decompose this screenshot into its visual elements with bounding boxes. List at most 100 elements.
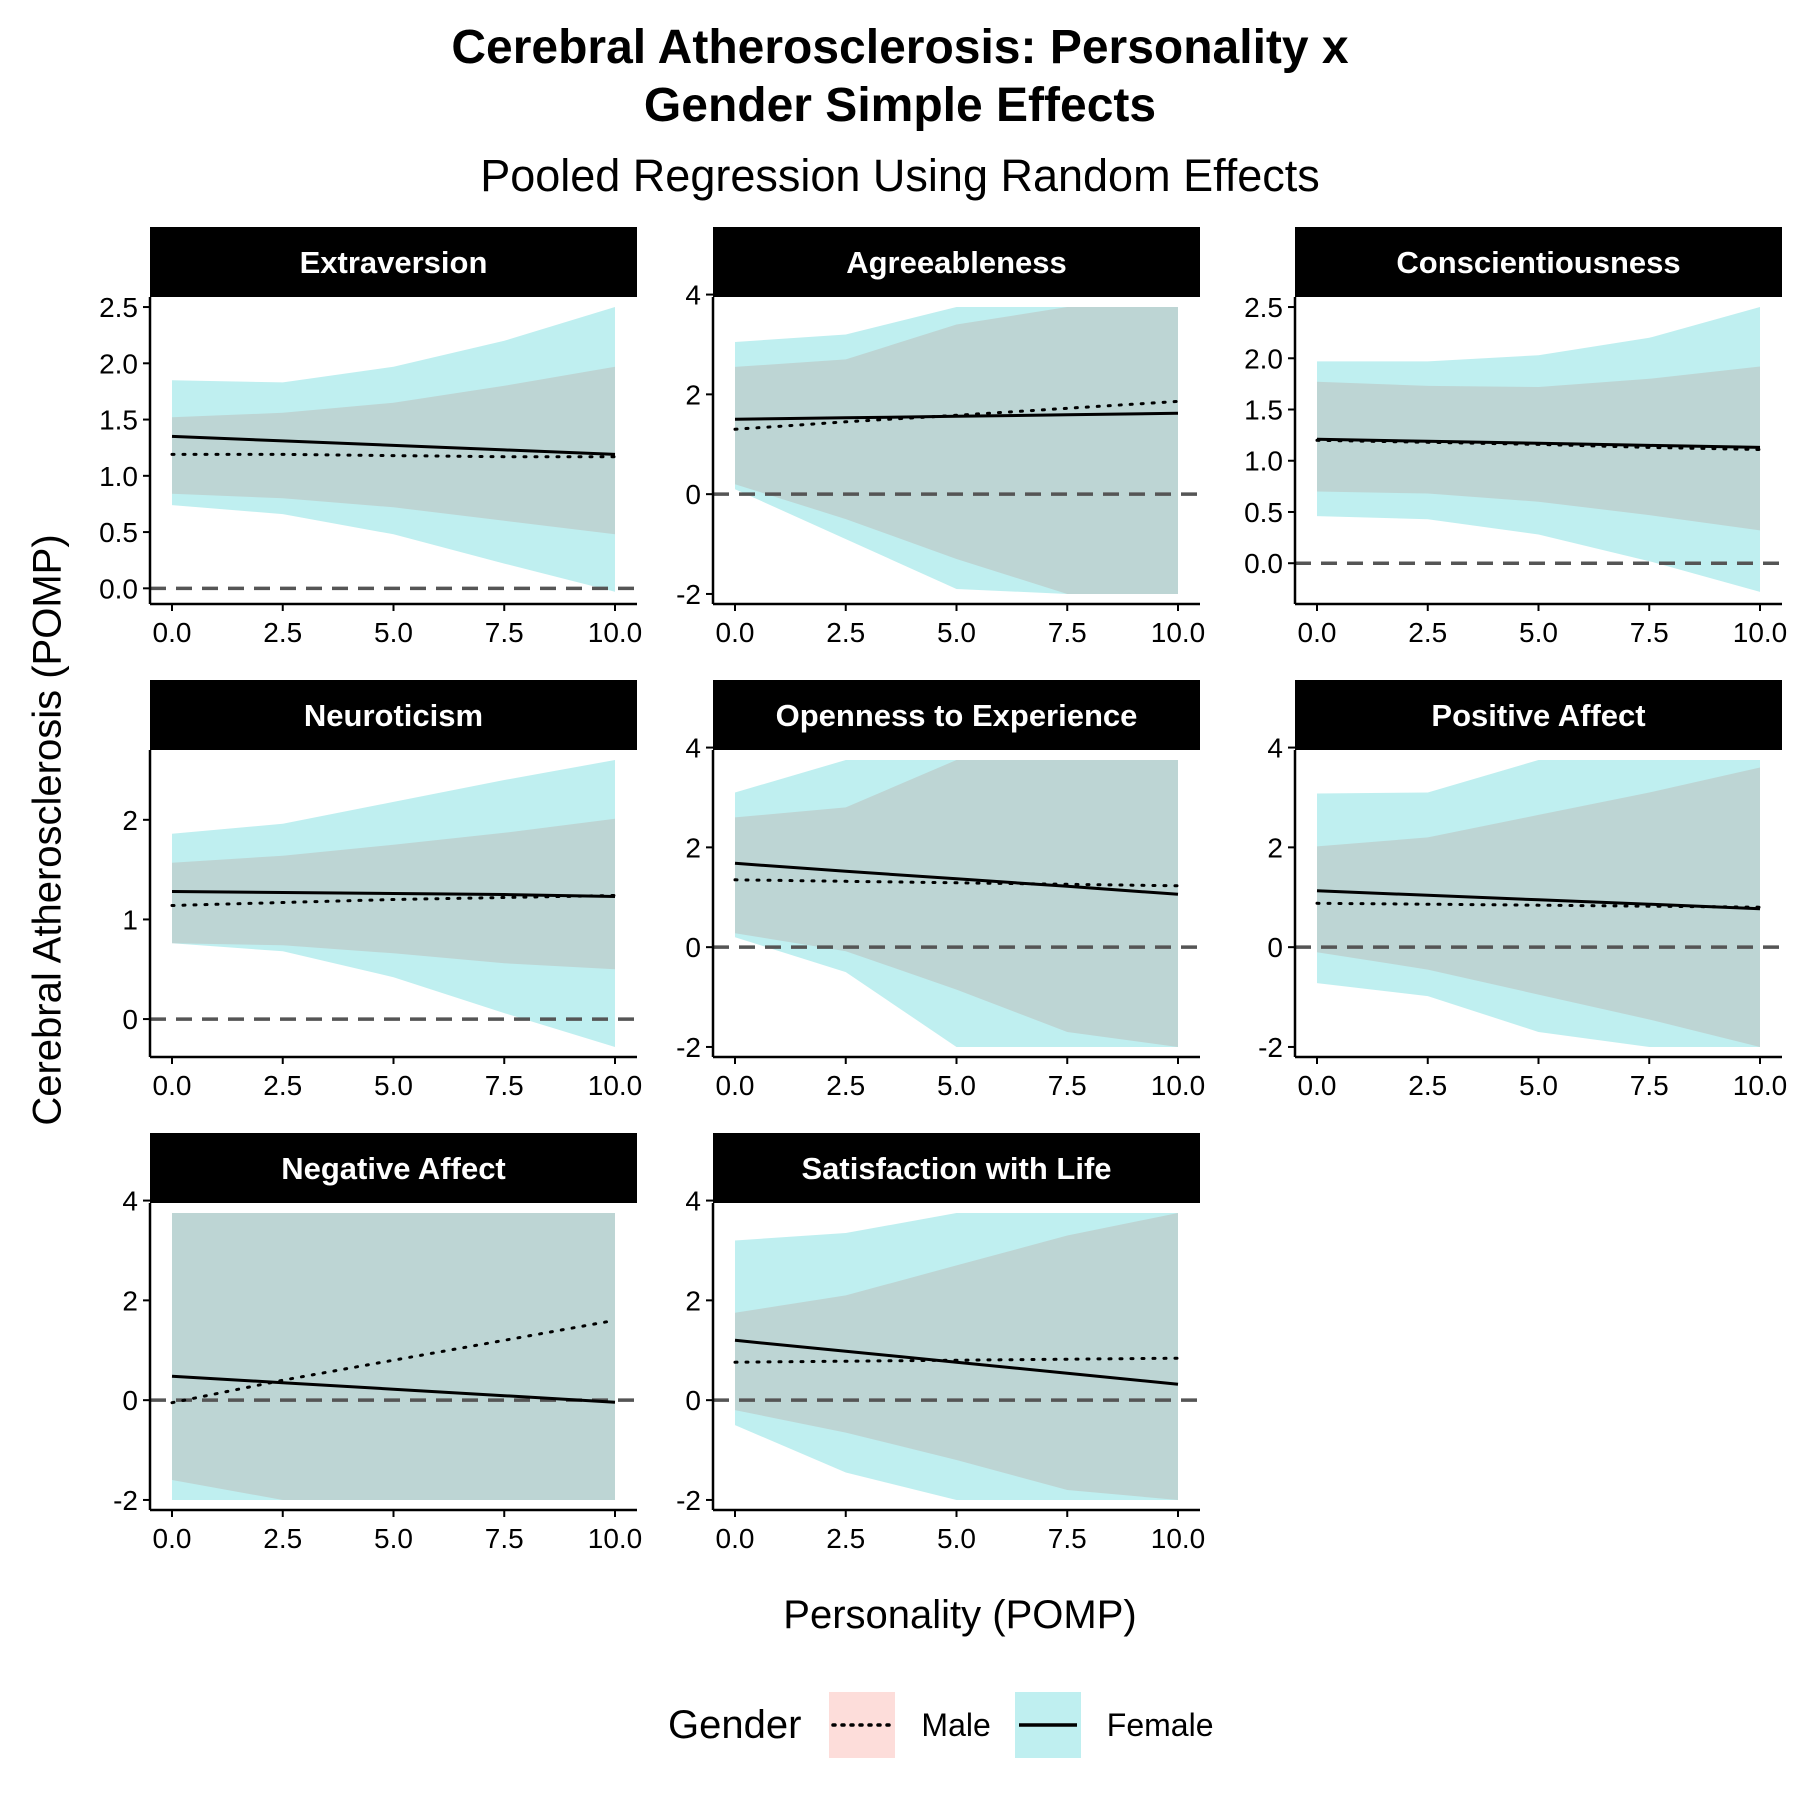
series-line-male bbox=[170, 452, 617, 459]
chart-title-line-2: Gender Simple Effects bbox=[643, 79, 1157, 132]
chart-title-line-1: Cerebral Atherosclerosis: Personality x bbox=[451, 21, 1349, 74]
y-tick-label: 1.5 bbox=[99, 405, 138, 436]
y-tick-label: 0 bbox=[122, 1385, 138, 1416]
y-tick-label: 0 bbox=[122, 1004, 138, 1035]
series-line-female bbox=[734, 861, 1179, 896]
x-tick-label: 10.0 bbox=[588, 1070, 643, 1101]
x-tick-label: 2.5 bbox=[263, 1070, 302, 1101]
legend-item-male: Male bbox=[829, 1692, 991, 1758]
series-line-male bbox=[170, 894, 617, 907]
x-tick-label: 0.0 bbox=[153, 617, 192, 648]
y-tick-label: 2.0 bbox=[99, 348, 138, 379]
legend: Gender Male Female bbox=[668, 1690, 1237, 1760]
y-tick-label: 4 bbox=[685, 280, 701, 311]
y-tick-label: 1.5 bbox=[1244, 395, 1283, 426]
panel-strip-label: Agreeableness bbox=[846, 245, 1067, 280]
panel-strip bbox=[713, 680, 1200, 750]
x-tick-label: 10.0 bbox=[1733, 1070, 1788, 1101]
series-line-male bbox=[1315, 901, 1762, 909]
y-tick-label: 0 bbox=[1267, 932, 1283, 963]
panel-strip-label: Positive Affect bbox=[1431, 698, 1645, 733]
chart-subtitle: Pooled Regression Using Random Effects bbox=[480, 150, 1320, 201]
y-tick-label: 4 bbox=[122, 1186, 138, 1217]
ci-ribbon-female bbox=[172, 1213, 615, 1500]
legend-label-male: Male bbox=[921, 1706, 991, 1743]
panel-strip bbox=[150, 227, 637, 297]
panel-extraversion: Extraversion 0.0 0.5 1.0 1.5 2.0 2.5 0.0 2.5 5.0 7… bbox=[99, 227, 642, 648]
y-tick-label: -2 bbox=[113, 1485, 138, 1516]
y-tick-label: 4 bbox=[685, 1186, 701, 1217]
y-tick-label: 2 bbox=[685, 832, 701, 863]
x-tick-label: 7.5 bbox=[1048, 1523, 1087, 1554]
panel-conscientiousness: Conscientiousness 0.0 0.5 1.0 1.5 2.0 2.5 0.0 2.… bbox=[1244, 227, 1787, 648]
x-tick-label: 7.5 bbox=[485, 1523, 524, 1554]
panel-strip bbox=[150, 680, 637, 750]
panel-positive-affect: Positive Affect -2 0 2 4 0.0 2.5 5.0 7.5 10.0 bbox=[1258, 680, 1787, 1101]
x-tick-label: 10.0 bbox=[1151, 1070, 1206, 1101]
y-tick-label: 0 bbox=[685, 932, 701, 963]
x-tick-label: 5.0 bbox=[937, 1070, 976, 1101]
x-tick-label: 7.5 bbox=[1630, 617, 1669, 648]
y-tick-label: -2 bbox=[676, 579, 701, 610]
x-tick-label: 0.0 bbox=[1298, 617, 1337, 648]
series-line-female bbox=[171, 1374, 616, 1404]
series-line-female bbox=[171, 890, 616, 898]
x-tick-label: 10.0 bbox=[1733, 617, 1788, 648]
ci-ribbon-male bbox=[172, 1213, 615, 1500]
x-tick-label: 2.5 bbox=[263, 617, 302, 648]
x-tick-label: 2.5 bbox=[826, 1070, 865, 1101]
series-line-male bbox=[733, 878, 1180, 888]
series-line-female bbox=[171, 434, 616, 456]
series-line-female bbox=[734, 411, 1179, 421]
ci-ribbon-male bbox=[735, 1213, 1178, 1500]
x-tick-label: 5.0 bbox=[374, 617, 413, 648]
ci-ribbon-male bbox=[735, 307, 1178, 594]
ci-ribbon-female bbox=[735, 307, 1178, 594]
x-tick-label: 0.0 bbox=[716, 1070, 755, 1101]
x-tick-label: 2.5 bbox=[1408, 617, 1447, 648]
ci-ribbon-male bbox=[1317, 366, 1760, 531]
legend-key-male bbox=[829, 1692, 896, 1758]
y-tick-label: 1 bbox=[122, 904, 138, 935]
ci-ribbon-female bbox=[1317, 760, 1760, 1047]
y-tick-label: 2.0 bbox=[1244, 343, 1283, 374]
panel-strip bbox=[713, 227, 1200, 297]
x-tick-label: 7.5 bbox=[1048, 617, 1087, 648]
y-tick-label: -2 bbox=[676, 1032, 701, 1063]
panel-agreeableness: Agreeableness -2 0 2 4 0.0 2.5 5.0 7.5 10.0 bbox=[676, 227, 1205, 648]
y-tick-label: 4 bbox=[1267, 733, 1283, 764]
y-tick-label: 0.0 bbox=[1244, 548, 1283, 579]
panel-strip bbox=[1295, 680, 1782, 750]
panel-strip-label: Negative Affect bbox=[281, 1151, 506, 1186]
panel-strip-label: Openness to Experience bbox=[776, 698, 1138, 733]
panel-openness-to-experience: Openness to Experience -2 0 2 4 0.0 2.5 5.0 7.5 1… bbox=[676, 680, 1205, 1101]
y-tick-label: 2 bbox=[685, 1285, 701, 1316]
ci-ribbon-female bbox=[172, 760, 615, 1047]
x-tick-label: 2.5 bbox=[826, 1523, 865, 1554]
x-tick-label: 5.0 bbox=[374, 1523, 413, 1554]
x-tick-label: 10.0 bbox=[588, 617, 643, 648]
series-line-male bbox=[170, 1318, 617, 1405]
ci-ribbon-male bbox=[172, 366, 615, 535]
panel-strip bbox=[1295, 227, 1782, 297]
ci-ribbon-male bbox=[735, 760, 1178, 1047]
y-axis-label: Cerebral Atherosclerosis (POMP) bbox=[25, 534, 70, 1126]
x-tick-label: 0.0 bbox=[716, 617, 755, 648]
x-tick-label: 2.5 bbox=[263, 1523, 302, 1554]
x-tick-label: 0.0 bbox=[1298, 1070, 1337, 1101]
y-tick-label: 2 bbox=[122, 805, 138, 836]
y-tick-label: -2 bbox=[1258, 1032, 1283, 1063]
x-axis-label: Personality (POMP) bbox=[783, 1593, 1137, 1637]
y-tick-label: 0 bbox=[685, 1385, 701, 1416]
legend-item-female: Female bbox=[1014, 1692, 1213, 1758]
y-tick-label: 2.5 bbox=[99, 292, 138, 323]
panel-strip bbox=[150, 1133, 637, 1203]
panel-strip-label: Conscientiousness bbox=[1396, 245, 1680, 280]
x-tick-label: 5.0 bbox=[1519, 1070, 1558, 1101]
panel-strip-label: Satisfaction with Life bbox=[801, 1151, 1111, 1186]
y-tick-label: 0.0 bbox=[99, 573, 138, 604]
y-tick-label: 0 bbox=[685, 479, 701, 510]
ci-ribbon-female bbox=[172, 307, 615, 592]
series-line-female bbox=[1316, 437, 1761, 449]
legend-key-female bbox=[1014, 1692, 1081, 1758]
